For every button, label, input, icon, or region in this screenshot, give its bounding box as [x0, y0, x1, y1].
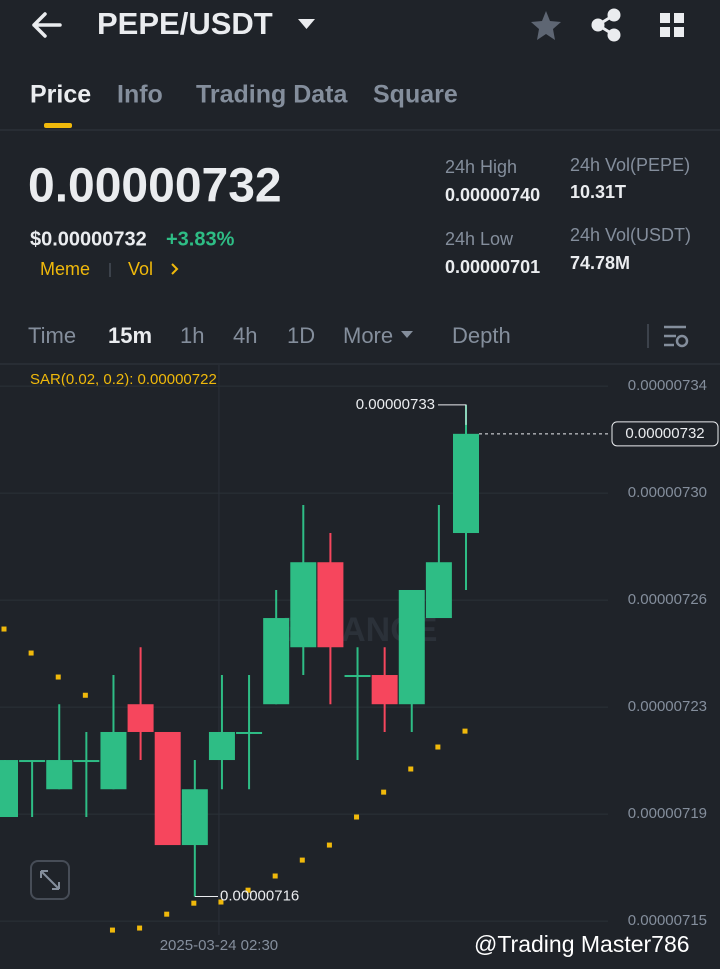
- sar-dot: [218, 899, 224, 905]
- y-tick-label: 0.00000723: [628, 698, 707, 715]
- sar-dot: [1, 626, 7, 632]
- sar-dot: [435, 744, 441, 750]
- sar-dot: [191, 900, 197, 906]
- sar-dot: [164, 911, 170, 917]
- sar-dot: [326, 842, 332, 848]
- usd-price: $0.00000732: [30, 228, 147, 250]
- interval[interactable]: 15m: [108, 323, 152, 348]
- expand-icon[interactable]: [40, 870, 60, 890]
- share-icon[interactable]: [591, 8, 621, 42]
- tag[interactable]: Vol: [128, 259, 153, 279]
- candle-body: [208, 731, 235, 761]
- stat-label: 24h High: [445, 157, 517, 177]
- x-tick-label: 2025-03-24 02:30: [160, 937, 278, 954]
- stat-label: 24h Vol(USDT): [570, 225, 691, 245]
- candle-body: [263, 618, 290, 705]
- favorite-icon[interactable]: [531, 11, 561, 40]
- expand-button[interactable]: [30, 860, 70, 900]
- y-tick-label: 0.00000715: [628, 912, 707, 929]
- stat-label: 24h Low: [445, 229, 514, 249]
- sar-dot: [109, 927, 115, 933]
- y-tick-label: 0.00000719: [628, 805, 707, 822]
- tab[interactable]: Price: [30, 81, 91, 109]
- chart-settings-icon[interactable]: [664, 325, 689, 348]
- candle-body: [371, 675, 398, 705]
- pair-caret[interactable]: [298, 19, 315, 29]
- pair-title[interactable]: PEPE/USDT: [97, 6, 273, 41]
- last-price-label: 0.00000732: [625, 425, 704, 442]
- candle-body: [19, 760, 46, 763]
- y-tick-label: 0.00000726: [628, 591, 707, 608]
- interval[interactable]: 4h: [233, 323, 257, 348]
- candle-body: [453, 433, 479, 534]
- candle-body: [154, 731, 181, 846]
- candle-body: [344, 675, 371, 678]
- candle-body: [236, 731, 263, 734]
- candle-body: [181, 789, 208, 846]
- sar-dot: [55, 674, 61, 680]
- tab-indicator: [44, 123, 72, 128]
- interval[interactable]: Depth: [452, 323, 511, 348]
- tab[interactable]: Trading Data: [196, 81, 349, 109]
- tag[interactable]: Meme: [40, 259, 90, 279]
- sar-dot: [462, 728, 468, 734]
- sar-dot: [299, 857, 305, 863]
- tab[interactable]: Square: [373, 81, 458, 109]
- candle-body: [398, 589, 425, 705]
- grid-icon[interactable]: [660, 13, 684, 37]
- sar-dot: [137, 925, 143, 931]
- sar-dot: [82, 692, 88, 698]
- interval[interactable]: Time: [28, 323, 76, 348]
- last-price-box: [611, 421, 719, 447]
- stat-value: 0.00000701: [445, 257, 540, 277]
- candle-body: [73, 760, 100, 763]
- credit-watermark: @Trading Master786: [474, 931, 690, 957]
- interval[interactable]: More: [343, 323, 393, 348]
- candle-body: [290, 562, 317, 648]
- candle-body: [0, 760, 18, 818]
- last-price: 0.00000732: [28, 160, 282, 213]
- interval[interactable]: 1h: [180, 323, 204, 348]
- sar-dot: [245, 887, 251, 893]
- more-caret[interactable]: [401, 331, 413, 338]
- stat-label: 24h Vol(PEPE): [570, 155, 690, 175]
- tab[interactable]: Info: [117, 81, 163, 109]
- sar-dot: [381, 789, 387, 795]
- candle-body: [127, 704, 154, 732]
- candle-body: [317, 562, 344, 648]
- sar-dot: [28, 650, 34, 656]
- y-tick-label: 0.00000734: [628, 377, 707, 394]
- stat-value: 10.31T: [570, 182, 626, 202]
- max-annotation-line: [438, 404, 467, 425]
- indicator-label: SAR(0.02, 0.2): 0.00000722: [30, 371, 217, 388]
- sar-dot: [272, 873, 278, 879]
- back-button[interactable]: [32, 12, 62, 38]
- tag-arrow[interactable]: [171, 263, 179, 275]
- candle-body: [46, 760, 73, 790]
- candle-body: [100, 731, 127, 790]
- interval[interactable]: 1D: [287, 323, 315, 348]
- candle-body: [425, 562, 452, 619]
- y-tick-label: 0.00000730: [628, 484, 707, 501]
- stat-value: 0.00000740: [445, 185, 540, 205]
- stat-value: 74.78M: [570, 253, 630, 273]
- sar-dot: [354, 814, 360, 820]
- price-change: +3.83%: [166, 228, 235, 250]
- sar-dot: [408, 766, 414, 772]
- max-annotation: 0.00000733: [356, 396, 435, 413]
- plot: 0.00000734 0.00000730 0.00000726 0.00000723…: [0, 365, 719, 954]
- min-annotation: 0.00000716: [220, 888, 299, 905]
